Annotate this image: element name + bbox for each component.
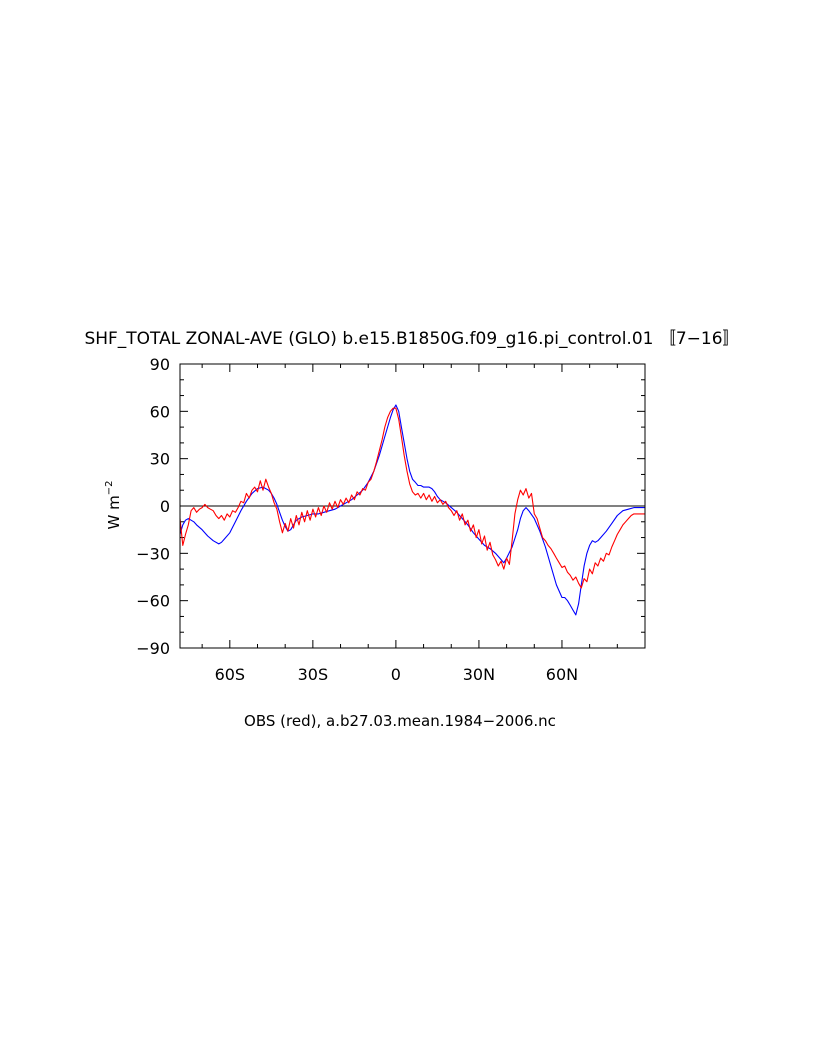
x-tick-label: 60N	[546, 665, 578, 684]
y-axis-label: W m−2	[104, 481, 123, 530]
y-tick-label: 30	[150, 450, 170, 469]
x-tick-label: 0	[391, 665, 401, 684]
svg-text:W m−2: W m−2	[104, 481, 123, 530]
y-tick-label: −30	[136, 544, 170, 563]
obs-series-line	[179, 407, 645, 589]
x-tick-label: 30N	[463, 665, 495, 684]
y-tick-label: 60	[150, 402, 170, 421]
y-axis-unit: W m	[105, 495, 123, 529]
chart-title: SHF_TOTAL ZONAL-AVE (GLO) b.e15.B1850G.f…	[84, 329, 739, 349]
y-tick-label: 90	[150, 355, 170, 374]
y-tick-label: 0	[160, 497, 170, 516]
y-axis-exponent: −2	[104, 481, 115, 496]
x-tick-label: 60S	[215, 665, 246, 684]
model-series-line	[179, 404, 645, 616]
y-tick-label: −60	[136, 592, 170, 611]
y-tick-label: −90	[136, 639, 170, 658]
x-tick-label: 30S	[298, 665, 329, 684]
x-axis-label: OBS (red), a.b27.03.mean.1984−2006.nc	[244, 712, 556, 730]
plot-frame	[179, 363, 646, 649]
